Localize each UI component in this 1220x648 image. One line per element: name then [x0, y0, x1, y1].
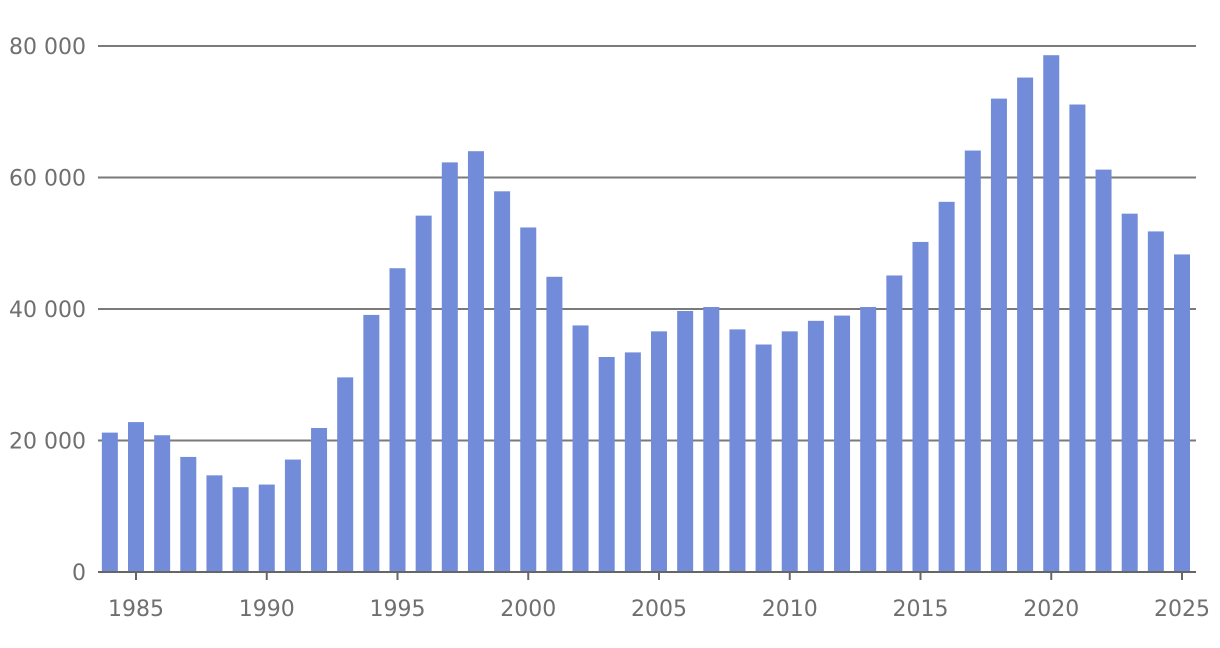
x-tick-label: 2025 [1154, 597, 1210, 622]
bar-2002 [572, 325, 589, 572]
bar-1996 [415, 215, 432, 572]
bar-1987 [180, 456, 197, 572]
bar-2008 [729, 329, 746, 572]
bar-2018 [990, 98, 1007, 572]
bars [101, 55, 1190, 573]
bar-2010 [781, 331, 798, 572]
x-tick-label: 2005 [631, 597, 687, 622]
bar-2001 [546, 276, 563, 572]
bar-1993 [337, 377, 354, 572]
bar-2015 [912, 241, 929, 572]
bar-2020 [1043, 55, 1060, 572]
y-tick-label: 40 000 [9, 298, 86, 323]
bar-1986 [154, 435, 171, 572]
bar-2023 [1121, 213, 1138, 572]
bar-2021 [1069, 104, 1086, 572]
bar-1994 [363, 314, 380, 572]
bar-1995 [389, 268, 406, 572]
bar-2000 [520, 227, 537, 572]
bar-2025 [1174, 254, 1190, 573]
x-tick-label: 1995 [370, 597, 426, 622]
bar-1999 [494, 191, 511, 572]
bar-1991 [284, 459, 301, 572]
y-tick-label: 20 000 [9, 430, 86, 455]
bar-1997 [441, 162, 458, 572]
bar-1988 [206, 475, 223, 572]
x-tick-label: 2020 [1023, 597, 1079, 622]
x-tick-label: 2010 [762, 597, 818, 622]
bar-1990 [258, 484, 275, 572]
bar-1985 [128, 422, 144, 572]
bar-2011 [807, 320, 824, 572]
bar-2003 [598, 356, 615, 572]
x-tick-label: 1990 [239, 597, 295, 622]
bar-2019 [1017, 77, 1034, 572]
bar-1992 [311, 428, 328, 572]
bar-2014 [886, 275, 903, 572]
x-tick-label: 2015 [893, 597, 949, 622]
bar-2016 [938, 201, 955, 572]
y-tick-label: 0 [72, 561, 86, 586]
x-tick-label: 1985 [108, 597, 164, 622]
bar-2006 [677, 310, 694, 572]
bar-2022 [1095, 169, 1112, 573]
bar-2017 [964, 150, 981, 573]
gridlines [98, 45, 1196, 442]
bar-2004 [624, 352, 641, 572]
bar-1998 [467, 151, 484, 572]
bar-2012 [834, 315, 851, 572]
bar-2009 [755, 344, 772, 572]
y-axis-labels: 0 20 000 40 000 60 000 80 000 [9, 35, 86, 586]
bar-2007 [703, 307, 720, 572]
bar-1989 [232, 487, 249, 572]
bar-2013 [860, 307, 877, 572]
x-tick-label: 2000 [500, 597, 556, 622]
bar-2024 [1147, 231, 1164, 573]
y-tick-label: 60 000 [9, 167, 86, 192]
bar-1984 [101, 432, 118, 572]
y-tick-label: 80 000 [9, 35, 86, 60]
x-axis-labels: 1985 1990 1995 2000 2005 2010 2015 2020 2025 [108, 572, 1210, 622]
bar-2005 [651, 331, 667, 572]
